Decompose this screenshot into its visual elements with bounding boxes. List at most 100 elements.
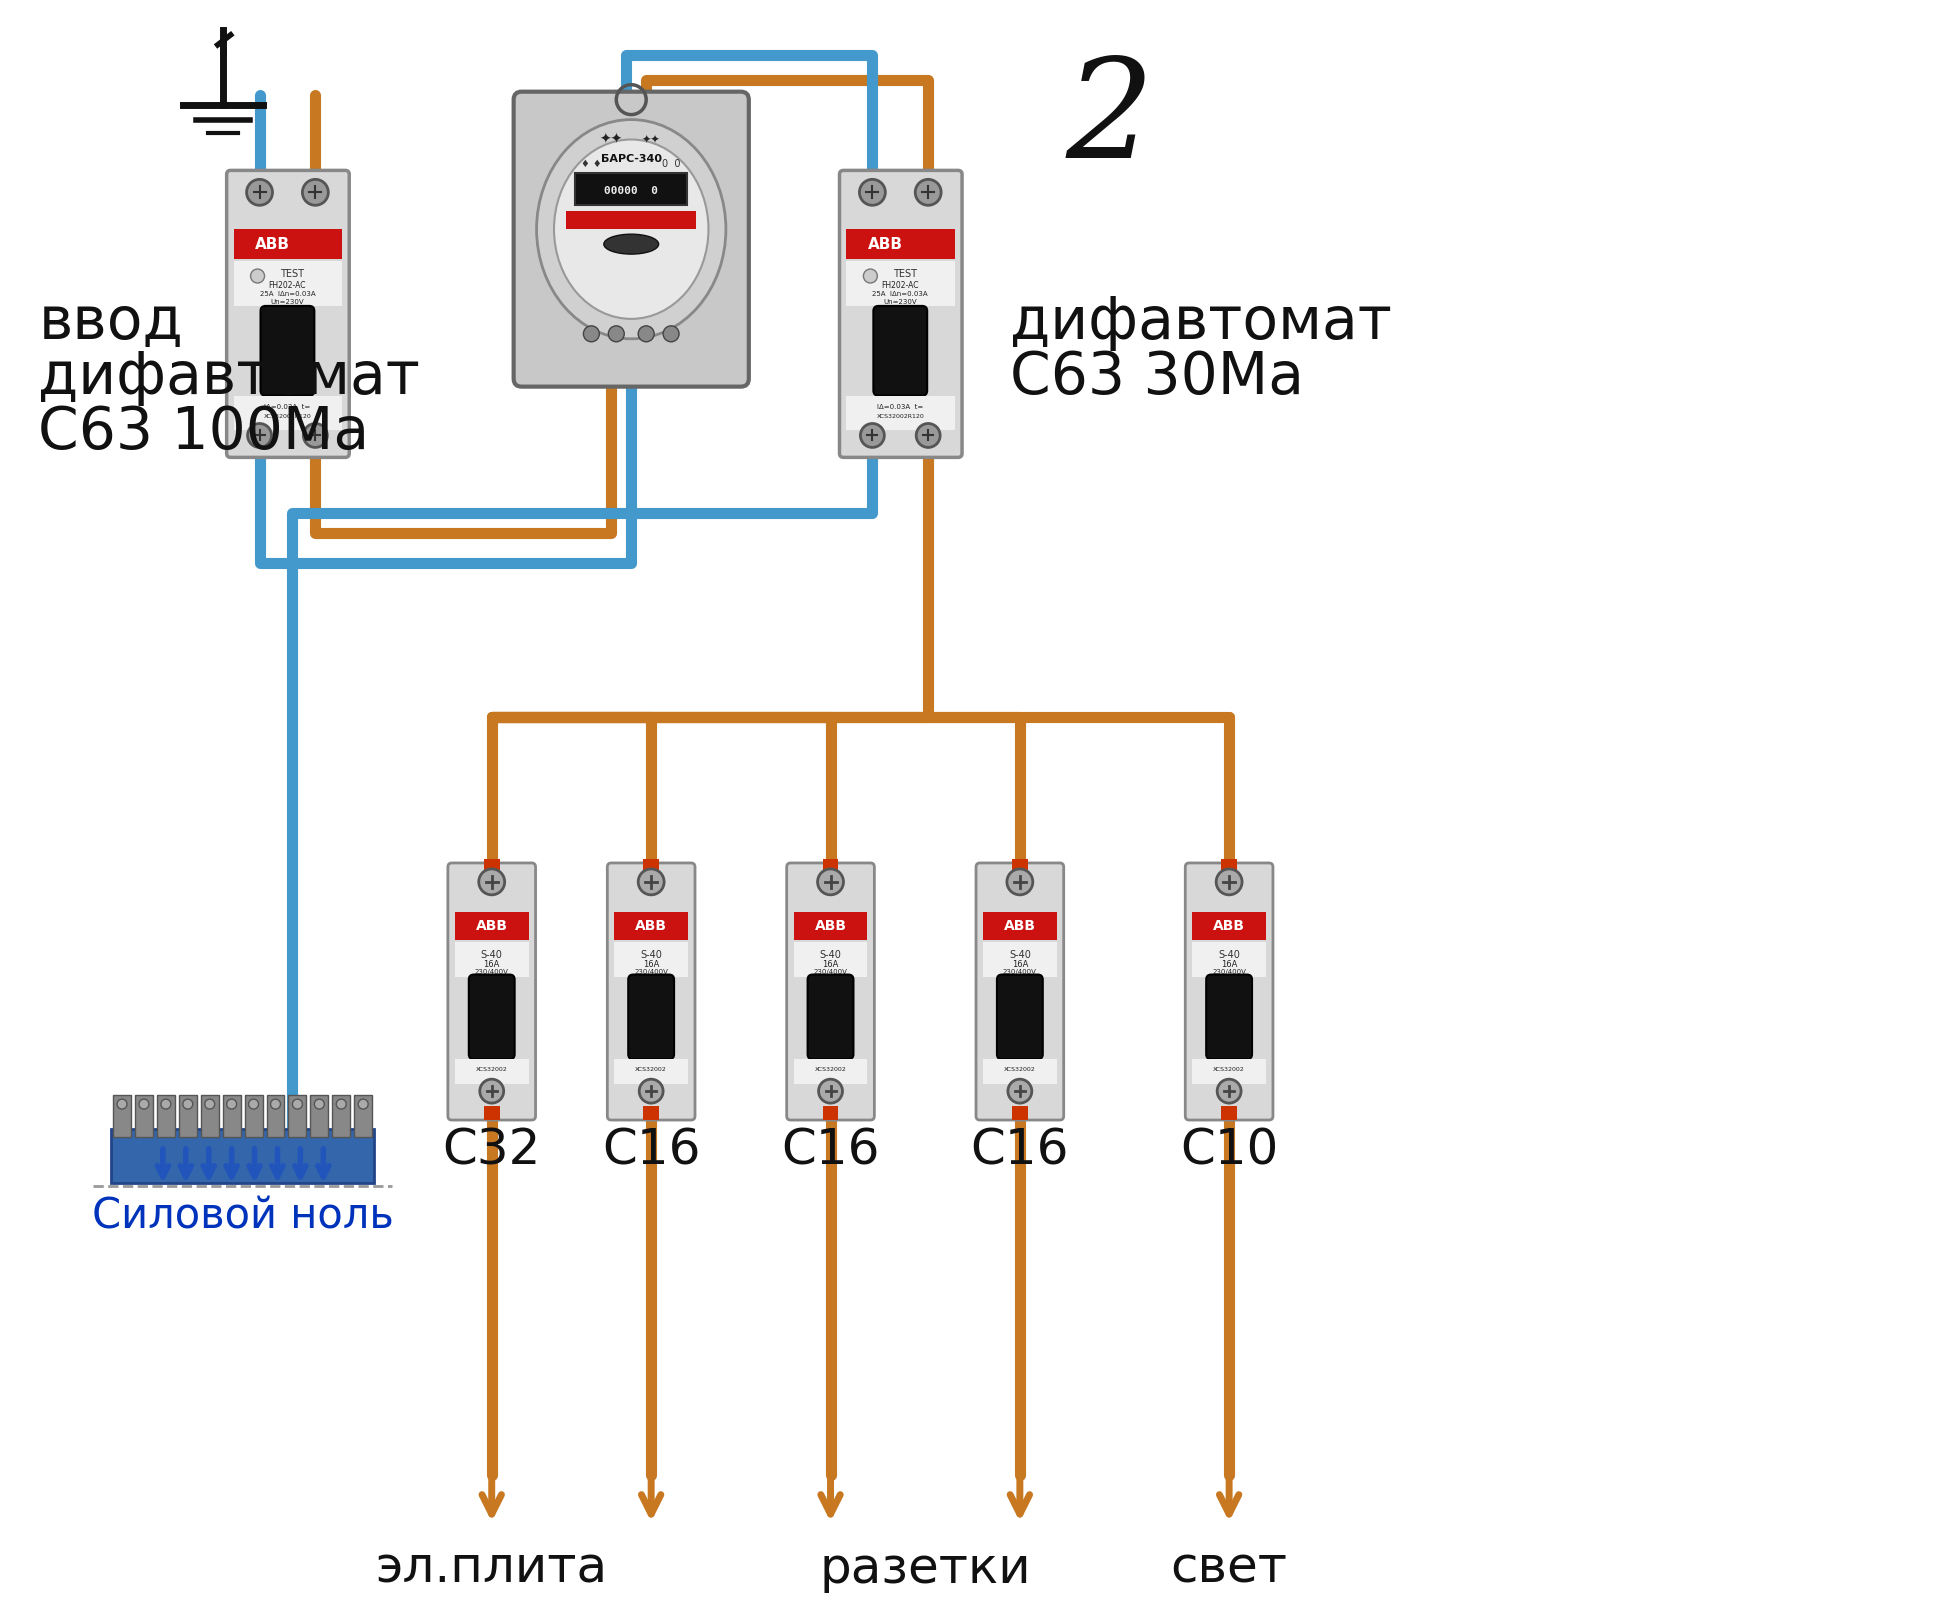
Text: S-40: S-40 bbox=[1218, 950, 1240, 960]
Text: XCS32002: XCS32002 bbox=[1003, 1067, 1036, 1072]
FancyBboxPatch shape bbox=[112, 1128, 374, 1183]
Text: XCS32002: XCS32002 bbox=[476, 1067, 507, 1072]
Text: 16A: 16A bbox=[823, 960, 838, 968]
FancyBboxPatch shape bbox=[266, 1095, 284, 1136]
Text: TEST: TEST bbox=[893, 270, 917, 279]
Text: 230/400V: 230/400V bbox=[1003, 968, 1036, 974]
Circle shape bbox=[251, 270, 264, 282]
Circle shape bbox=[480, 1079, 503, 1103]
Text: С63 100Ма: С63 100Ма bbox=[39, 403, 370, 461]
FancyBboxPatch shape bbox=[874, 307, 927, 395]
Text: ввод: ввод bbox=[39, 294, 182, 351]
FancyBboxPatch shape bbox=[793, 942, 868, 976]
FancyBboxPatch shape bbox=[823, 1106, 838, 1120]
FancyBboxPatch shape bbox=[288, 1095, 306, 1136]
Text: С16: С16 bbox=[601, 1127, 701, 1173]
Circle shape bbox=[1217, 868, 1242, 896]
Text: эл.плита: эл.плита bbox=[376, 1544, 607, 1592]
FancyBboxPatch shape bbox=[788, 863, 874, 1120]
Text: ABB: ABB bbox=[255, 236, 290, 252]
FancyBboxPatch shape bbox=[1220, 859, 1236, 872]
Ellipse shape bbox=[554, 140, 709, 319]
Circle shape bbox=[161, 1099, 170, 1109]
Ellipse shape bbox=[537, 120, 727, 339]
Circle shape bbox=[292, 1099, 302, 1109]
Circle shape bbox=[302, 180, 329, 205]
FancyBboxPatch shape bbox=[793, 1059, 868, 1083]
Circle shape bbox=[639, 326, 654, 342]
Text: свет: свет bbox=[1171, 1544, 1287, 1592]
Circle shape bbox=[915, 180, 940, 205]
FancyBboxPatch shape bbox=[114, 1095, 131, 1136]
Text: 230/400V: 230/400V bbox=[813, 968, 848, 974]
FancyBboxPatch shape bbox=[643, 1106, 658, 1120]
FancyBboxPatch shape bbox=[1013, 859, 1028, 872]
Text: S-40: S-40 bbox=[819, 950, 842, 960]
Text: S-40: S-40 bbox=[1009, 950, 1030, 960]
Text: 0  0: 0 0 bbox=[662, 159, 680, 170]
FancyBboxPatch shape bbox=[449, 863, 535, 1120]
Circle shape bbox=[1007, 868, 1032, 896]
FancyBboxPatch shape bbox=[840, 170, 962, 457]
FancyBboxPatch shape bbox=[468, 974, 515, 1059]
FancyBboxPatch shape bbox=[823, 859, 838, 872]
Text: FH202-AC: FH202-AC bbox=[268, 281, 306, 291]
Circle shape bbox=[860, 180, 885, 205]
Text: С63 30Ма: С63 30Ма bbox=[1011, 348, 1305, 406]
Text: ABB: ABB bbox=[1003, 918, 1036, 933]
Circle shape bbox=[584, 326, 599, 342]
Text: Силовой ноль: Силовой ноль bbox=[92, 1196, 394, 1237]
FancyBboxPatch shape bbox=[643, 859, 658, 872]
Circle shape bbox=[206, 1099, 215, 1109]
FancyBboxPatch shape bbox=[846, 395, 956, 430]
Text: XCS32002: XCS32002 bbox=[635, 1067, 666, 1072]
FancyBboxPatch shape bbox=[983, 1059, 1056, 1083]
FancyBboxPatch shape bbox=[997, 974, 1042, 1059]
FancyBboxPatch shape bbox=[1220, 1106, 1236, 1120]
FancyBboxPatch shape bbox=[976, 863, 1064, 1120]
Text: С10: С10 bbox=[1179, 1127, 1279, 1173]
Text: ABB: ABB bbox=[868, 236, 903, 252]
FancyBboxPatch shape bbox=[983, 942, 1056, 976]
Circle shape bbox=[917, 424, 940, 448]
Text: С16: С16 bbox=[970, 1127, 1070, 1173]
Text: FH202-AC: FH202-AC bbox=[882, 281, 919, 291]
Circle shape bbox=[639, 868, 664, 896]
Text: ABB: ABB bbox=[635, 918, 668, 933]
FancyBboxPatch shape bbox=[615, 1059, 688, 1083]
Text: БАРС-340: БАРС-340 bbox=[601, 154, 662, 164]
FancyBboxPatch shape bbox=[615, 912, 688, 939]
Circle shape bbox=[313, 1099, 325, 1109]
Circle shape bbox=[227, 1099, 237, 1109]
Circle shape bbox=[337, 1099, 347, 1109]
Circle shape bbox=[819, 1079, 842, 1103]
Circle shape bbox=[247, 424, 272, 448]
Circle shape bbox=[270, 1099, 280, 1109]
Circle shape bbox=[1217, 1079, 1242, 1103]
FancyBboxPatch shape bbox=[846, 230, 956, 258]
FancyBboxPatch shape bbox=[615, 942, 688, 976]
FancyBboxPatch shape bbox=[1207, 974, 1252, 1059]
FancyBboxPatch shape bbox=[333, 1095, 351, 1136]
FancyBboxPatch shape bbox=[793, 912, 868, 939]
Text: XCS32002: XCS32002 bbox=[815, 1067, 846, 1072]
FancyBboxPatch shape bbox=[233, 395, 343, 430]
Circle shape bbox=[639, 1079, 662, 1103]
FancyBboxPatch shape bbox=[1193, 912, 1266, 939]
FancyBboxPatch shape bbox=[454, 942, 529, 976]
Circle shape bbox=[118, 1099, 127, 1109]
Text: XCS32002R120: XCS32002R120 bbox=[876, 414, 925, 419]
Text: ABB: ABB bbox=[815, 918, 846, 933]
Text: разетки: разетки bbox=[819, 1544, 1030, 1592]
Text: XCS32002: XCS32002 bbox=[1213, 1067, 1246, 1072]
Text: Un=230V: Un=230V bbox=[270, 299, 304, 305]
FancyBboxPatch shape bbox=[1193, 1059, 1266, 1083]
Text: С32: С32 bbox=[443, 1127, 541, 1173]
FancyBboxPatch shape bbox=[629, 974, 674, 1059]
Text: 230/400V: 230/400V bbox=[635, 968, 668, 974]
Circle shape bbox=[662, 326, 680, 342]
FancyBboxPatch shape bbox=[261, 307, 313, 395]
Text: ABB: ABB bbox=[1213, 918, 1246, 933]
Text: дифавтомат: дифавтомат bbox=[1011, 294, 1391, 351]
Text: IΔ=0.03A  t=: IΔ=0.03A t= bbox=[264, 403, 311, 409]
